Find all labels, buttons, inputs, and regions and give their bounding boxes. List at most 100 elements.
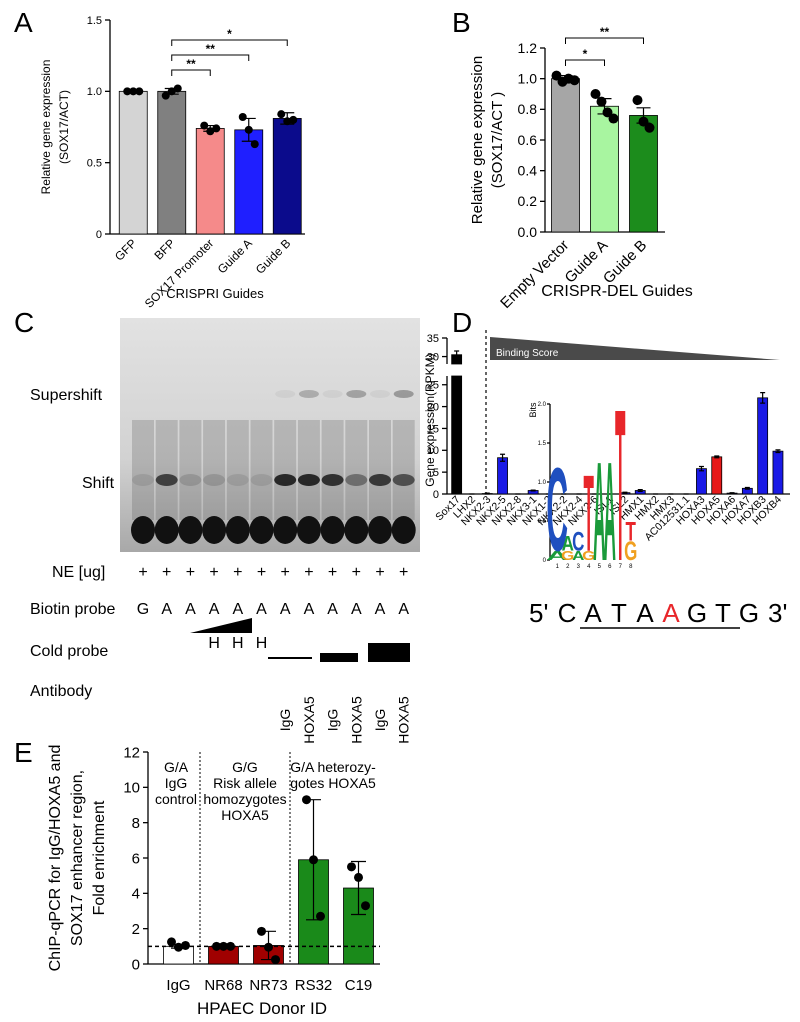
data-point (283, 117, 292, 126)
data-point (167, 937, 176, 947)
lane-label: + (209, 564, 218, 581)
lane-label: IgG (325, 709, 341, 732)
logo-letter: G (561, 549, 574, 564)
data-point (206, 127, 215, 136)
logo-position: 2 (566, 564, 570, 570)
lane-label: + (399, 564, 408, 581)
data-point (638, 116, 649, 127)
panel-label: A (14, 7, 33, 38)
lane-label: H (208, 635, 220, 652)
error-bar (698, 465, 704, 472)
gel-shift-band (274, 474, 297, 486)
lane-label: A (375, 601, 386, 618)
bar (711, 456, 723, 495)
y-axis-label: (SOX17/ACT ) (489, 92, 506, 188)
data-point (608, 113, 619, 124)
gel-free-probe (320, 516, 345, 544)
data-point (289, 115, 298, 124)
group-label: IgG (165, 775, 188, 791)
y-tick-label: 0.6 (518, 132, 538, 148)
gel-free-probe (202, 516, 227, 544)
data-point (123, 87, 132, 96)
gel-free-probe (249, 516, 274, 544)
y-tick-label: 30 (427, 351, 439, 363)
lane-label: G (137, 601, 149, 618)
logo-letter: G (582, 549, 595, 564)
bar (696, 468, 707, 495)
row-label: Biotin probe (30, 601, 115, 618)
lane-label: + (257, 564, 266, 581)
y-tick-label: 35 (427, 333, 439, 345)
lane-label: A (304, 601, 315, 618)
y-tick-label: 2 (132, 921, 140, 938)
bar (551, 78, 580, 233)
data-point (602, 107, 613, 118)
data-point (226, 941, 235, 951)
lane-label: H (232, 635, 244, 652)
lane-label: H (256, 635, 268, 652)
gel-supershift-band (298, 390, 319, 398)
significance-label: * (583, 47, 588, 61)
gel-free-probe (368, 516, 392, 544)
gel-smear (155, 420, 178, 520)
bar (272, 118, 302, 235)
sequence-end: 5' (529, 598, 548, 628)
logo-position: 7 (619, 564, 623, 570)
lane-label: A (351, 601, 362, 618)
data-point (271, 955, 280, 965)
x-tick-label: Guide B (600, 237, 650, 287)
x-tick-label: Guide A (215, 236, 255, 276)
logo-letter: C (572, 527, 584, 557)
lane-label: HOXA5 (348, 696, 364, 744)
data-point (257, 926, 266, 936)
panel-label: E (14, 737, 33, 768)
data-point (361, 901, 370, 911)
x-tick-label: GFP (112, 236, 139, 263)
logo-y-tick-label: 0.5 (538, 519, 547, 525)
annotation: Binding Score (496, 348, 559, 359)
gel-free-probe (131, 516, 155, 544)
logo-letter: C (546, 444, 568, 577)
y-tick-label: 0.5 (87, 158, 102, 170)
lane-label: IgG (372, 709, 388, 732)
lane-label: A (185, 601, 196, 618)
data-point (590, 89, 601, 99)
data-point (135, 87, 144, 96)
antibody-amount (320, 653, 358, 662)
gel-free-probe (154, 516, 179, 544)
gel-free-probe (296, 516, 321, 544)
x-axis-title: CRISPRI Guides (166, 286, 264, 301)
row-label: Cold probe (30, 643, 108, 660)
x-tick-label: IgG (166, 977, 190, 994)
data-point (250, 140, 259, 149)
gel-shift-band (321, 474, 344, 486)
logo-y-label: Bits (528, 402, 538, 418)
sequence-end: 3' (768, 598, 787, 628)
y-tick-label: 1.0 (87, 86, 102, 98)
y-tick-label: 12 (123, 744, 140, 761)
error-bar (729, 492, 735, 495)
x-tick-label: RS32 (295, 977, 333, 994)
y-axis-label: Relative gene expression (469, 56, 486, 224)
y-tick-label: 4 (132, 886, 140, 903)
significance-bracket (171, 39, 288, 46)
bar (497, 457, 508, 495)
group-label: homozygotes (203, 791, 286, 807)
y-tick-label: 1.2 (518, 40, 538, 56)
significance-bracket (565, 59, 605, 66)
gel-free-probe (344, 516, 369, 544)
sequence-letter: G (687, 598, 707, 628)
logo-letter: T (584, 454, 594, 574)
significance-label: ** (206, 42, 216, 56)
antibody-amount (368, 643, 410, 662)
logo-y-tick-label: 1.5 (538, 441, 547, 447)
y-tick-label: 1.5 (87, 15, 102, 27)
bar (772, 450, 784, 495)
gel-supershift-band (346, 390, 367, 398)
bar (590, 105, 619, 233)
error-bar (775, 449, 781, 454)
significance-bracket (565, 37, 644, 44)
lane-label: + (162, 564, 171, 581)
gel-shift-band (155, 474, 178, 486)
